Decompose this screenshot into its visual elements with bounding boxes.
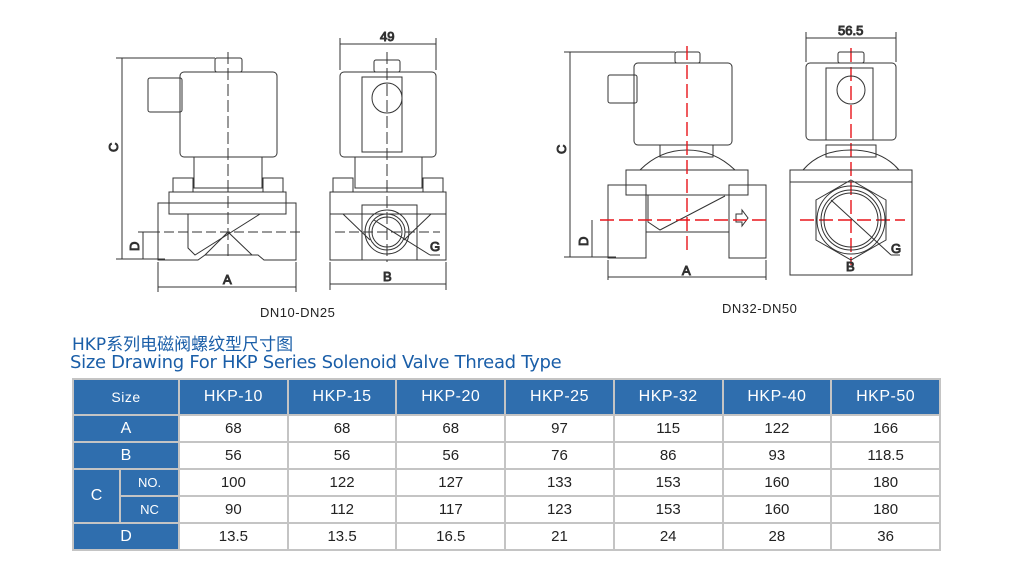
cell: 36 bbox=[830, 522, 941, 551]
header-model: HKP-10 bbox=[178, 378, 289, 416]
row-sublabel: NC bbox=[118, 495, 181, 524]
cell: 127 bbox=[395, 468, 507, 497]
table-row-c-nc: NC 90 112 117 123 153 160 180 bbox=[73, 495, 941, 524]
cell: 86 bbox=[612, 441, 724, 470]
cell: 16.5 bbox=[395, 522, 507, 551]
large-dim-width: 56.5 bbox=[838, 23, 863, 38]
large-dim-a: A bbox=[682, 263, 691, 278]
header-model: HKP-15 bbox=[286, 378, 398, 416]
large-dim-b: B bbox=[846, 259, 855, 274]
large-dim-c: C bbox=[554, 145, 569, 154]
large-valve-caption: DN32-DN50 bbox=[722, 301, 798, 316]
small-dim-d: D bbox=[127, 242, 142, 251]
cell: 68 bbox=[286, 414, 398, 443]
large-valve-side-view bbox=[564, 51, 767, 280]
cell: 115 bbox=[612, 414, 724, 443]
header-model: HKP-25 bbox=[504, 378, 615, 416]
cell: 56 bbox=[286, 441, 398, 470]
cell: 180 bbox=[830, 495, 941, 524]
row-label: D bbox=[71, 522, 181, 551]
cell: 166 bbox=[830, 414, 941, 443]
small-dim-width: 49 bbox=[380, 29, 394, 44]
small-dim-c: C bbox=[106, 143, 121, 152]
cell: 160 bbox=[721, 495, 833, 524]
title-chinese: HKP系列电磁阀螺纹型尺寸图 bbox=[72, 335, 294, 355]
cell: 160 bbox=[721, 468, 833, 497]
cell: 118.5 bbox=[830, 441, 941, 470]
cell: 24 bbox=[612, 522, 724, 551]
large-valve-front-view bbox=[789, 32, 913, 276]
cell: 122 bbox=[721, 414, 833, 443]
header-size: Size bbox=[71, 378, 181, 416]
cell: 122 bbox=[286, 468, 398, 497]
cell: 21 bbox=[504, 522, 615, 551]
small-valve-caption: DN10-DN25 bbox=[260, 305, 336, 320]
row-sublabel: NO. bbox=[118, 468, 181, 497]
cell: 93 bbox=[721, 441, 833, 470]
table-row-b: B 56 56 56 76 86 93 118.5 bbox=[71, 441, 941, 470]
cell: 123 bbox=[504, 495, 615, 524]
small-dim-g: G bbox=[430, 239, 440, 254]
cell: 112 bbox=[286, 495, 398, 524]
small-valve-front-view bbox=[329, 38, 447, 290]
table-header-row: Size HKP-10 HKP-15 HKP-20 HKP-25 HKP-32 … bbox=[71, 378, 941, 416]
valve-drawings: C D A 49 B G bbox=[106, 23, 913, 292]
cell: 90 bbox=[178, 495, 289, 524]
cell: 97 bbox=[504, 414, 615, 443]
header-model: HKP-40 bbox=[721, 378, 833, 416]
cell: 56 bbox=[395, 441, 507, 470]
header-model: HKP-32 bbox=[612, 378, 724, 416]
cell: 28 bbox=[721, 522, 833, 551]
size-table: Size HKP-10 HKP-15 HKP-20 HKP-25 HKP-32 … bbox=[71, 378, 941, 551]
small-valve-side-view bbox=[116, 52, 302, 292]
cell: 180 bbox=[830, 468, 941, 497]
cell: 153 bbox=[612, 495, 724, 524]
table-row-a: A 68 68 68 97 115 122 166 bbox=[71, 414, 941, 443]
row-label: A bbox=[71, 414, 181, 443]
cell: 13.5 bbox=[286, 522, 398, 551]
cell: 13.5 bbox=[178, 522, 289, 551]
cell: 100 bbox=[178, 468, 289, 497]
table-row-c-no: C NO. 100 122 127 133 153 160 180 bbox=[72, 468, 941, 524]
cell: 133 bbox=[504, 468, 615, 497]
cell: 68 bbox=[395, 414, 507, 443]
table-row-d: D 13.5 13.5 16.5 21 24 28 36 bbox=[71, 522, 941, 551]
cell: 76 bbox=[504, 441, 615, 470]
cell: 117 bbox=[395, 495, 507, 524]
title-english: Size Drawing For HKP Series Solenoid Val… bbox=[70, 352, 562, 373]
large-dim-d: D bbox=[576, 237, 591, 246]
cell: 153 bbox=[612, 468, 724, 497]
row-label: B bbox=[71, 441, 181, 470]
row-label: C bbox=[72, 468, 121, 524]
large-dim-g: G bbox=[891, 241, 901, 256]
small-dim-a: A bbox=[223, 272, 232, 287]
header-model: HKP-20 bbox=[395, 378, 507, 416]
small-dim-b: B bbox=[383, 269, 392, 284]
cell: 68 bbox=[178, 414, 289, 443]
cell: 56 bbox=[178, 441, 289, 470]
header-model: HKP-50 bbox=[830, 378, 941, 416]
